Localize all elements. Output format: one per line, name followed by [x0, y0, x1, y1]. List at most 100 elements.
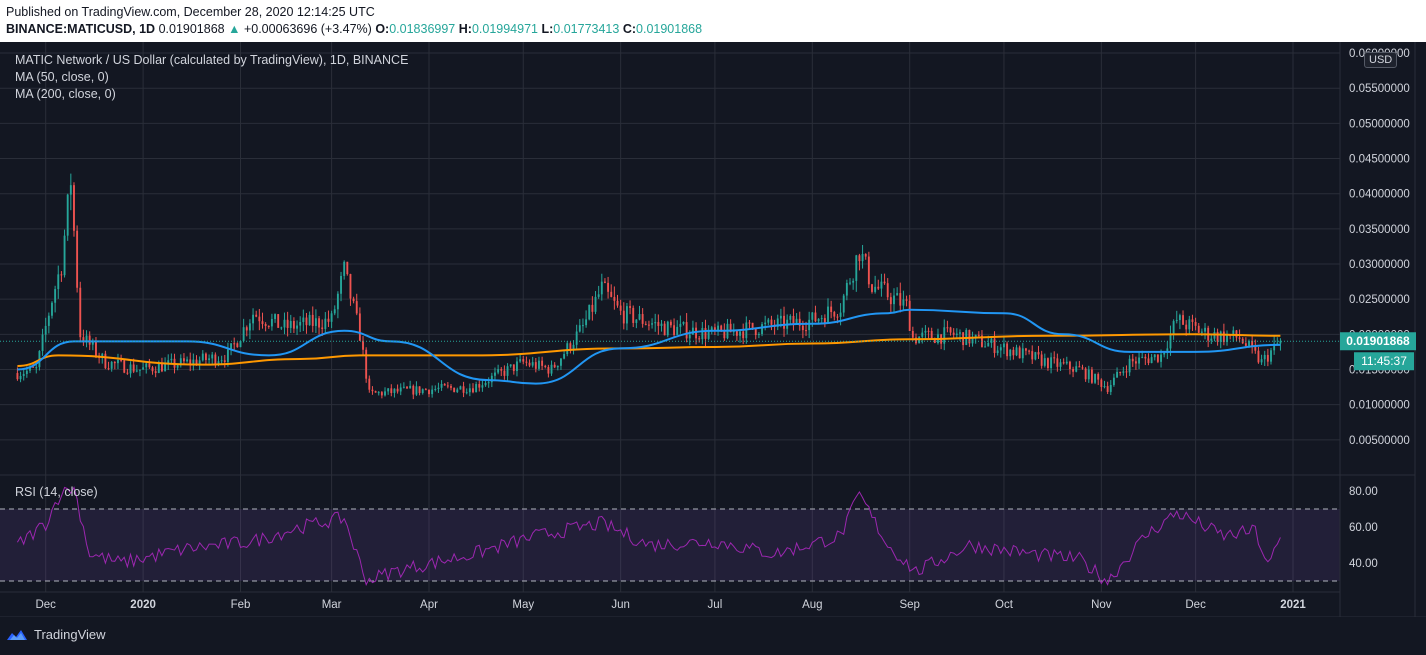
published-line: Published on TradingView.com, December 2… — [6, 5, 375, 19]
candle-body — [798, 318, 801, 326]
candle-body — [1185, 324, 1188, 330]
candle-body — [578, 325, 581, 332]
time-tick-label: 2020 — [130, 599, 156, 611]
candle-body — [915, 337, 917, 344]
candle-body — [852, 280, 855, 283]
candle-body — [883, 281, 886, 284]
rsi-tick-label: 40.00 — [1349, 558, 1378, 570]
candle-body — [930, 330, 933, 339]
candle-body — [770, 319, 773, 325]
candle-body — [911, 330, 914, 338]
candle-body — [437, 387, 440, 389]
price-tick-label: 0.00500000 — [1349, 435, 1410, 447]
candle-body — [384, 391, 386, 396]
candle-body — [874, 286, 877, 292]
candle-body — [380, 392, 383, 396]
chart-frame[interactable]: 0.005000000.010000000.015000000.02000000… — [0, 42, 1426, 617]
candle-body — [1125, 371, 1128, 373]
candle-body — [1131, 358, 1134, 362]
candle-body — [358, 313, 361, 341]
tradingview-logo[interactable]: TradingView — [6, 627, 106, 642]
candle-body — [1200, 331, 1203, 333]
candle-body — [217, 361, 220, 365]
currency-badge[interactable]: USD — [1364, 52, 1398, 68]
candle-body — [1150, 357, 1153, 364]
candle-body — [889, 297, 892, 305]
candle-body — [842, 295, 845, 313]
candle-body — [713, 327, 716, 332]
candle-body — [1270, 350, 1272, 362]
candle-body — [182, 358, 185, 362]
candle-body — [468, 388, 471, 393]
candle-body — [622, 310, 625, 324]
candle-body — [572, 344, 575, 351]
candle-body — [893, 295, 895, 305]
grid-lines — [0, 42, 1340, 592]
price-tick-label: 0.05000000 — [1349, 118, 1410, 130]
candle-body — [776, 318, 779, 327]
candle-body — [569, 343, 572, 351]
candle-body — [387, 388, 390, 392]
candle-body — [223, 360, 226, 363]
price-tick-label: 0.04500000 — [1349, 154, 1410, 166]
candle-body — [204, 353, 207, 360]
candle-body — [503, 370, 506, 376]
candle-body — [742, 331, 745, 339]
candle-body — [566, 343, 569, 355]
candle-body — [820, 318, 823, 320]
candle-body — [289, 321, 292, 328]
candle-body — [984, 346, 987, 348]
candle-body — [836, 316, 839, 318]
ma200-legend[interactable]: MA (200, close, 0) — [15, 87, 116, 101]
candle-body — [732, 330, 735, 333]
ma200-line — [17, 333, 1281, 367]
candle-body — [258, 316, 261, 322]
candle-body — [764, 322, 767, 325]
candle-body — [996, 350, 999, 353]
countdown-label: 11:45:37 — [1361, 354, 1407, 368]
time-tick-label: Mar — [322, 599, 342, 611]
candle-body — [827, 306, 829, 324]
candle-body — [267, 325, 270, 327]
candle-body — [783, 315, 785, 329]
candle-body — [274, 314, 276, 319]
candle-body — [651, 323, 654, 325]
candle-body — [434, 388, 437, 390]
candle-body — [189, 359, 192, 365]
candle-body — [73, 185, 75, 231]
candle-body — [867, 256, 870, 285]
candle-body — [563, 354, 566, 359]
candle-body — [151, 367, 154, 372]
rsi-tick-label: 60.00 — [1349, 522, 1378, 534]
candle-body — [710, 327, 713, 332]
candle-body — [261, 321, 264, 325]
candle-body — [440, 383, 443, 388]
rsi-legend[interactable]: RSI (14, close) — [15, 485, 98, 499]
candle-body — [516, 361, 518, 372]
candle-body — [987, 343, 990, 347]
time-tick-label: Oct — [995, 599, 1014, 611]
candle-body — [1078, 366, 1081, 368]
candle-body — [352, 298, 355, 302]
candle-body — [324, 318, 327, 329]
rsi-line — [16, 486, 1281, 586]
candle-body — [1090, 369, 1093, 383]
candle-body — [321, 327, 324, 329]
candle-body — [767, 319, 770, 323]
candle-body — [280, 327, 283, 329]
candle-body — [1100, 379, 1103, 387]
candle-body — [506, 366, 509, 376]
candle-body — [927, 330, 930, 332]
candle-body — [817, 318, 820, 322]
ma50-legend[interactable]: MA (50, close, 0) — [15, 70, 109, 84]
time-tick-label: Sep — [899, 599, 919, 611]
candle-body — [585, 319, 588, 326]
candle-body — [299, 321, 302, 326]
candle-body — [1182, 315, 1184, 325]
candle-body — [512, 364, 515, 372]
candle-body — [641, 314, 644, 324]
candle-body — [51, 302, 53, 316]
chart-canvas[interactable]: 0.005000000.010000000.015000000.02000000… — [0, 42, 1426, 617]
candle-body — [1034, 352, 1037, 360]
candle-body — [318, 318, 320, 328]
